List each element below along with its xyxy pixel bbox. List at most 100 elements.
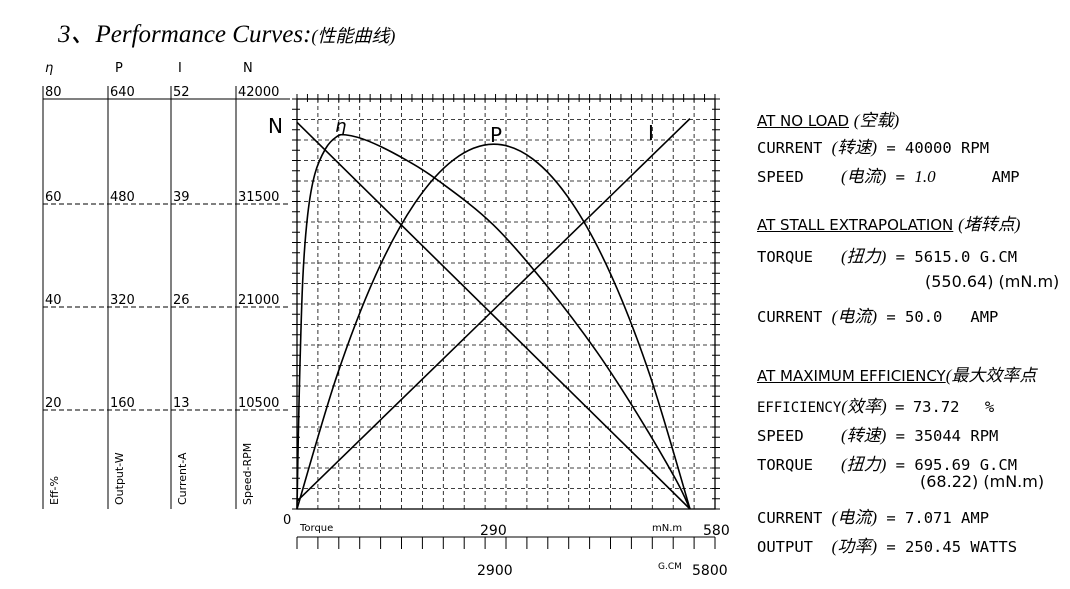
no-load-row-current: CURRENT (转速) = 40000 RPM <box>757 133 989 158</box>
x-unit-primary: mN.m <box>652 523 682 534</box>
spec-value: 73.72 <box>912 398 960 416</box>
series-label-n: N <box>268 114 283 138</box>
y-axis-symbol-2: I <box>178 61 182 76</box>
spec-value: 5615.0 <box>914 248 971 266</box>
x-unit-secondary: G.CM <box>658 562 682 572</box>
y-tick-label: 160 <box>110 396 135 411</box>
max-eff-row-efficiency: EFFICIENCY(效率) = 73.72 % <box>757 392 994 417</box>
y-tick-label: 13 <box>173 396 190 411</box>
y-axis-symbol-1: P <box>115 61 123 76</box>
stall-title: AT STALL EXTRAPOLATION <box>757 216 954 234</box>
spec-label-cn: (转速) <box>831 138 877 157</box>
spec-label-cn: (扭力) <box>841 455 887 474</box>
series-line-n <box>296 121 691 510</box>
y-axis-symbol-3: N <box>243 61 253 76</box>
max-eff-row-torque: TORQUE (扭力) = 695.69 G.CM <box>757 450 1017 475</box>
spec-label-cn: (电流) <box>841 167 887 186</box>
spec-value: 40000 <box>905 139 952 157</box>
spec-unit: G.CM <box>979 248 1018 266</box>
y-tick-label: 39 <box>173 190 190 205</box>
y-tick-label: 320 <box>110 293 135 308</box>
y-tick-label: 21000 <box>238 293 279 308</box>
spec-label: EFFICIENCY <box>757 400 842 416</box>
y-axis-label-0: Eff-% <box>48 476 61 505</box>
stall-header: AT STALL EXTRAPOLATION (堵转点) <box>757 210 1020 235</box>
spec-label: CURRENT <box>757 139 823 157</box>
spec-unit: AMP <box>991 168 1020 186</box>
spec-unit: RPM <box>970 427 999 445</box>
spec-unit: % <box>984 398 995 416</box>
y-tick-label: 640 <box>110 85 135 100</box>
y-tick-label: 80 <box>45 85 62 100</box>
spec-label-cn: (扭力) <box>841 247 887 266</box>
spec-unit: RPM <box>961 139 990 157</box>
spec-eq: = <box>886 308 896 326</box>
series-line-i <box>296 118 691 502</box>
max-eff-row-torque-extra: (68.22) (mN.m) <box>920 472 1045 491</box>
x-zero-label: 0 <box>283 513 291 528</box>
no-load-title-cn: (空载) <box>853 111 900 130</box>
spec-label: TORQUE <box>757 456 813 474</box>
no-load-row-speed: SPEED (电流) = 1.0 AMP <box>757 162 1020 187</box>
series-label-i: I <box>648 121 654 145</box>
no-load-header: AT NO LOAD (空载) <box>757 106 899 131</box>
spec-label-cn: (转速) <box>841 426 887 445</box>
spec-eq: = <box>895 456 906 474</box>
y-tick-label: 42000 <box>238 85 279 100</box>
x-tick-label: 580 <box>703 523 730 539</box>
spec-value: 35044 <box>914 427 962 445</box>
spec-eq: = <box>895 248 906 266</box>
spec-label-cn: (效率) <box>841 397 887 416</box>
y-tick-label: 40 <box>45 293 62 308</box>
spec-label: SPEED <box>757 427 804 445</box>
max-eff-row-current: CURRENT (电流) = 7.071 AMP <box>757 503 989 528</box>
spec-eq: = <box>895 427 906 445</box>
spec-label: OUTPUT <box>757 538 813 556</box>
x-tick-label-secondary: 2900 <box>477 563 513 579</box>
spec-value: 7.071 <box>905 509 952 527</box>
y-axis-label-2: Current-A <box>176 452 189 505</box>
y-tick-label: 31500 <box>238 190 279 205</box>
spec-label-cn: (电流) <box>831 307 877 326</box>
spec-eq: = <box>886 139 896 157</box>
spec-label: SPEED <box>757 168 804 186</box>
series-line-eff <box>296 133 691 510</box>
series-line-p <box>296 143 691 510</box>
spec-label: CURRENT <box>757 509 823 527</box>
performance-chart: η P I N 80 60 40 20 Eff-% 640 480 320 160 Output-W 52 3… <box>42 61 730 579</box>
spec-label-cn: (电流) <box>831 508 877 527</box>
spec-eq: = <box>886 538 896 556</box>
spec-label-cn: (功率) <box>831 537 877 556</box>
stall-row-current: CURRENT (电流) = 50.0 AMP <box>757 302 998 327</box>
spec-value: 250.45 <box>905 538 962 556</box>
x-tick-label: 290 <box>480 523 507 539</box>
stall-row-torque-extra: (550.64) (mN.m) <box>925 272 1060 291</box>
spec-unit: G.CM <box>979 456 1018 474</box>
y-axis-label-1: Output-W <box>113 452 126 505</box>
y-tick-label: 10500 <box>238 396 279 411</box>
y-tick-label: 52 <box>173 85 190 100</box>
spec-unit: WATTS <box>970 538 1018 556</box>
series-label-p: P <box>490 123 502 147</box>
no-load-title: AT NO LOAD <box>757 112 849 130</box>
x-axis-label: Torque <box>299 523 333 534</box>
chart-title-main: 3、Performance Curves: <box>58 21 312 48</box>
spec-label: TORQUE <box>757 248 813 266</box>
spec-unit: AMP <box>970 308 999 326</box>
max-eff-title: AT MAXIMUM EFFICIENCY <box>757 367 946 385</box>
y-tick-label: 26 <box>173 293 190 308</box>
y-tick-label: 60 <box>45 190 62 205</box>
spec-unit: AMP <box>961 509 990 527</box>
stall-row-torque: TORQUE (扭力) = 5615.0 G.CM <box>757 242 1017 267</box>
x-tick-label-secondary: 5800 <box>692 563 728 579</box>
max-eff-header: AT MAXIMUM EFFICIENCY(最大效率点 <box>757 361 1070 386</box>
spec-value: 50.0 <box>905 308 943 326</box>
spec-label: CURRENT <box>757 308 823 326</box>
chart-title: 3、Performance Curves:(性能曲线) <box>58 14 395 50</box>
spec-eq: = <box>886 509 896 527</box>
chart-title-sub: (性能曲线) <box>311 26 396 46</box>
max-eff-row-output: OUTPUT (功率) = 250.45 WATTS <box>757 532 1017 557</box>
y-tick-label: 20 <box>45 396 62 411</box>
max-eff-title-cn: (最大效率点 <box>945 366 1037 385</box>
y-axis-symbol-0: η <box>45 61 53 76</box>
